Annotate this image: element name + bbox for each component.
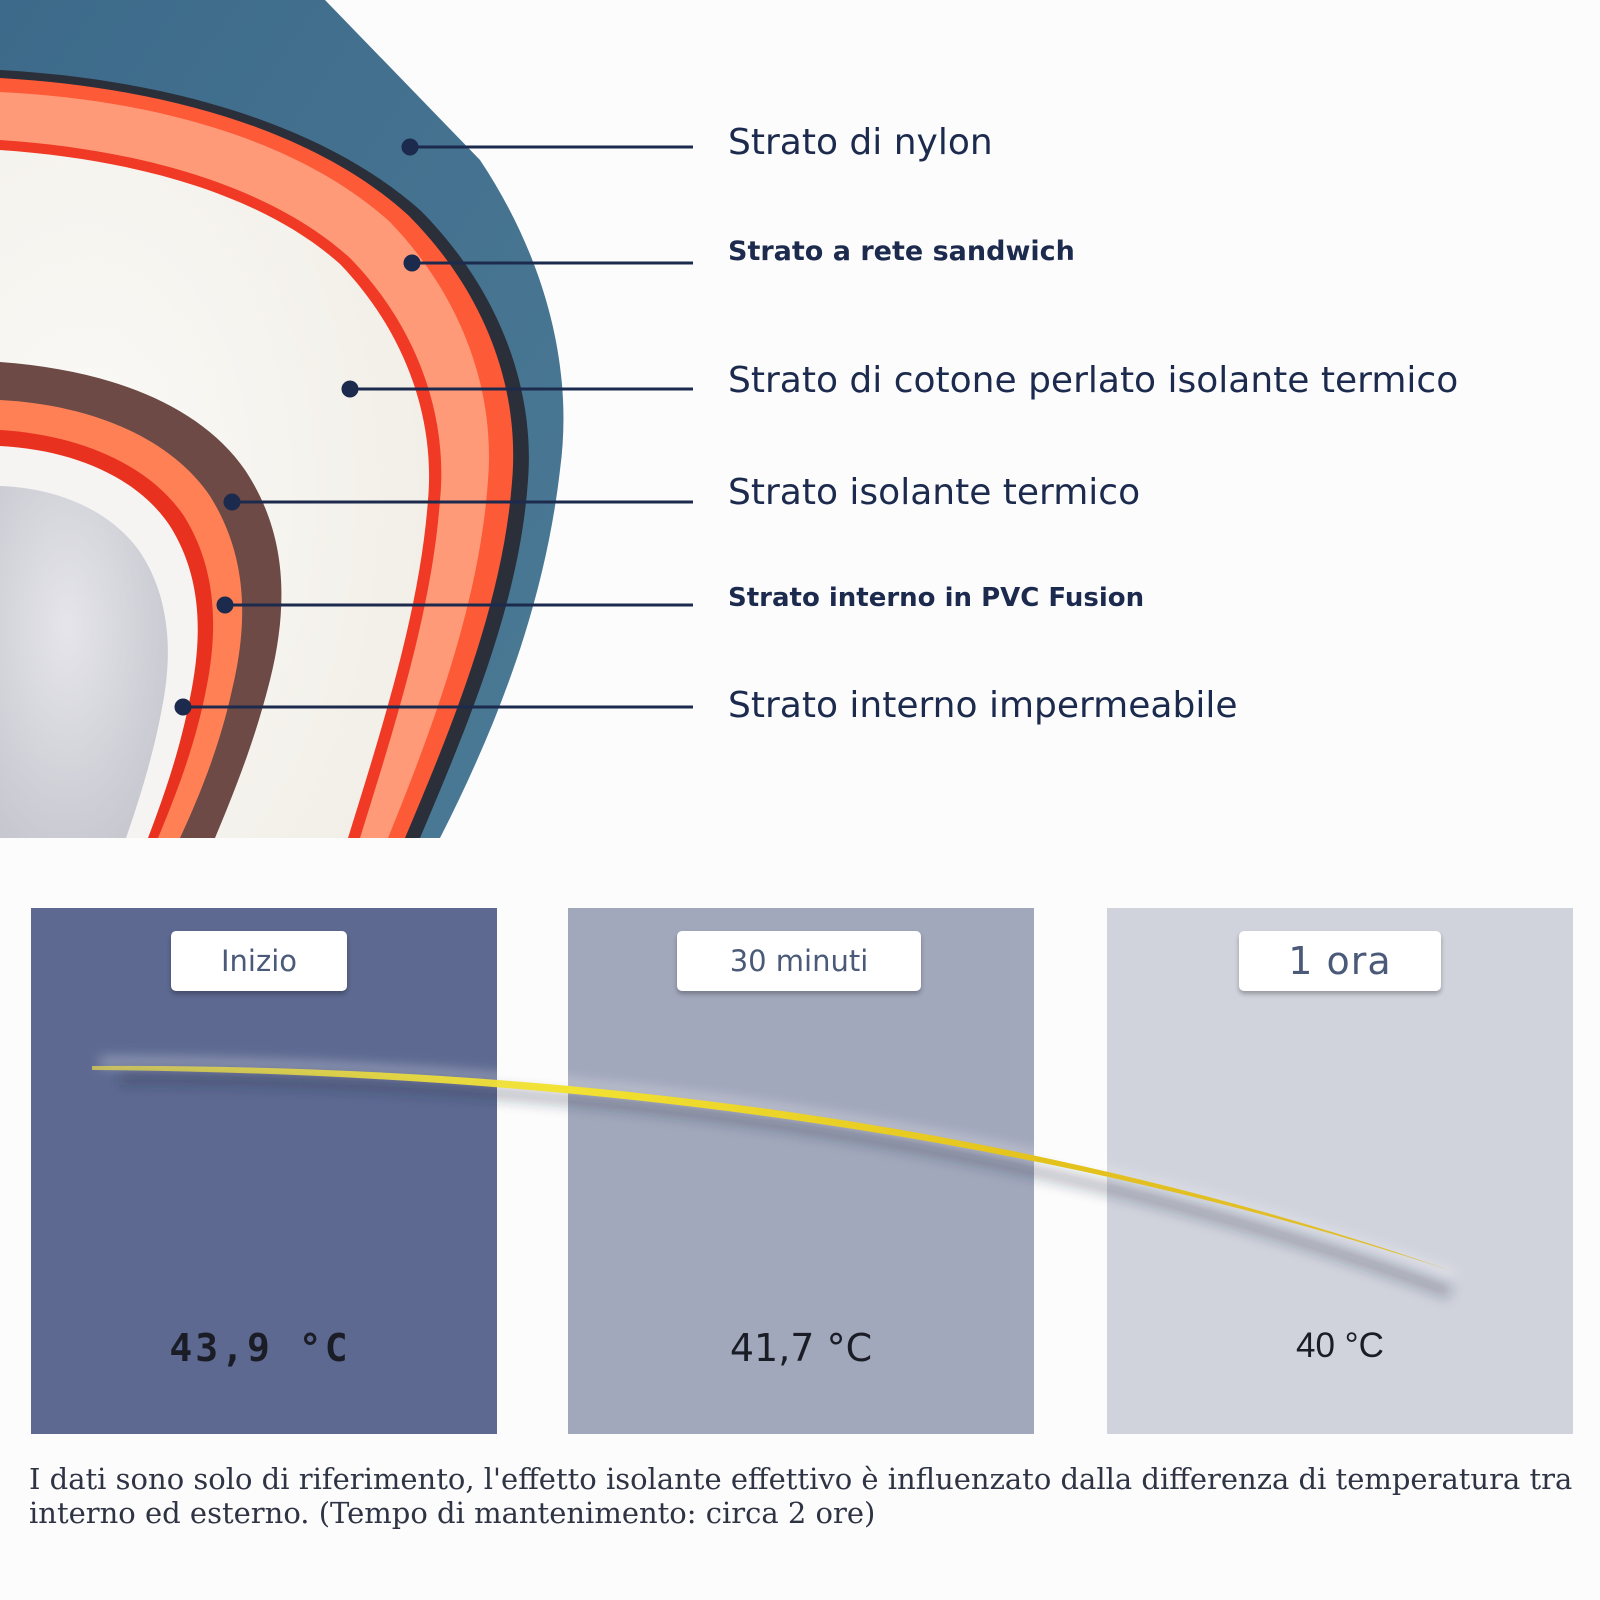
stage-tag-30min: 30 minuti <box>677 931 921 991</box>
stage-panel-30min: 30 minuti 41,7 °C <box>568 908 1034 1434</box>
waterproof-inner-layer <box>0 486 168 838</box>
label-cotton-layer: Strato di cotone perlato isolante termic… <box>728 360 1459 401</box>
label-nylon-layer: Strato di nylon <box>728 122 993 163</box>
stage-panel-start: Inizio 43,9 °C <box>31 908 497 1434</box>
leader-dot-insulating <box>223 493 241 511</box>
stage-temperature-start: 43,9 °C <box>169 1326 351 1370</box>
label-sandwich-layer: Strato a rete sandwich <box>728 236 1075 267</box>
leader-dot-pvc <box>216 596 234 614</box>
stage-panel-1h: 1 ora 40 °C <box>1107 908 1573 1434</box>
leader-dot-waterproof <box>174 698 192 716</box>
label-waterproof-layer: Strato interno impermeabile <box>728 685 1238 726</box>
label-insulating-layer: Strato isolante termico <box>728 472 1141 513</box>
label-pvc-layer: Strato interno in PVC Fusion <box>728 583 1145 613</box>
leader-dot-cotton <box>341 380 359 398</box>
stage-temperature-1h: 40 °C <box>1296 1326 1384 1365</box>
footnote-disclaimer: I dati sono solo di riferimento, l'effet… <box>29 1462 1573 1530</box>
leader-dot-nylon <box>401 138 419 156</box>
stage-tag-start: Inizio <box>171 931 347 991</box>
leader-dot-sandwich <box>403 254 421 272</box>
layer-cross-section-diagram <box>0 0 693 838</box>
stage-tag-1h: 1 ora <box>1239 931 1441 991</box>
stage-temperature-30min: 41,7 °C <box>729 1326 873 1370</box>
